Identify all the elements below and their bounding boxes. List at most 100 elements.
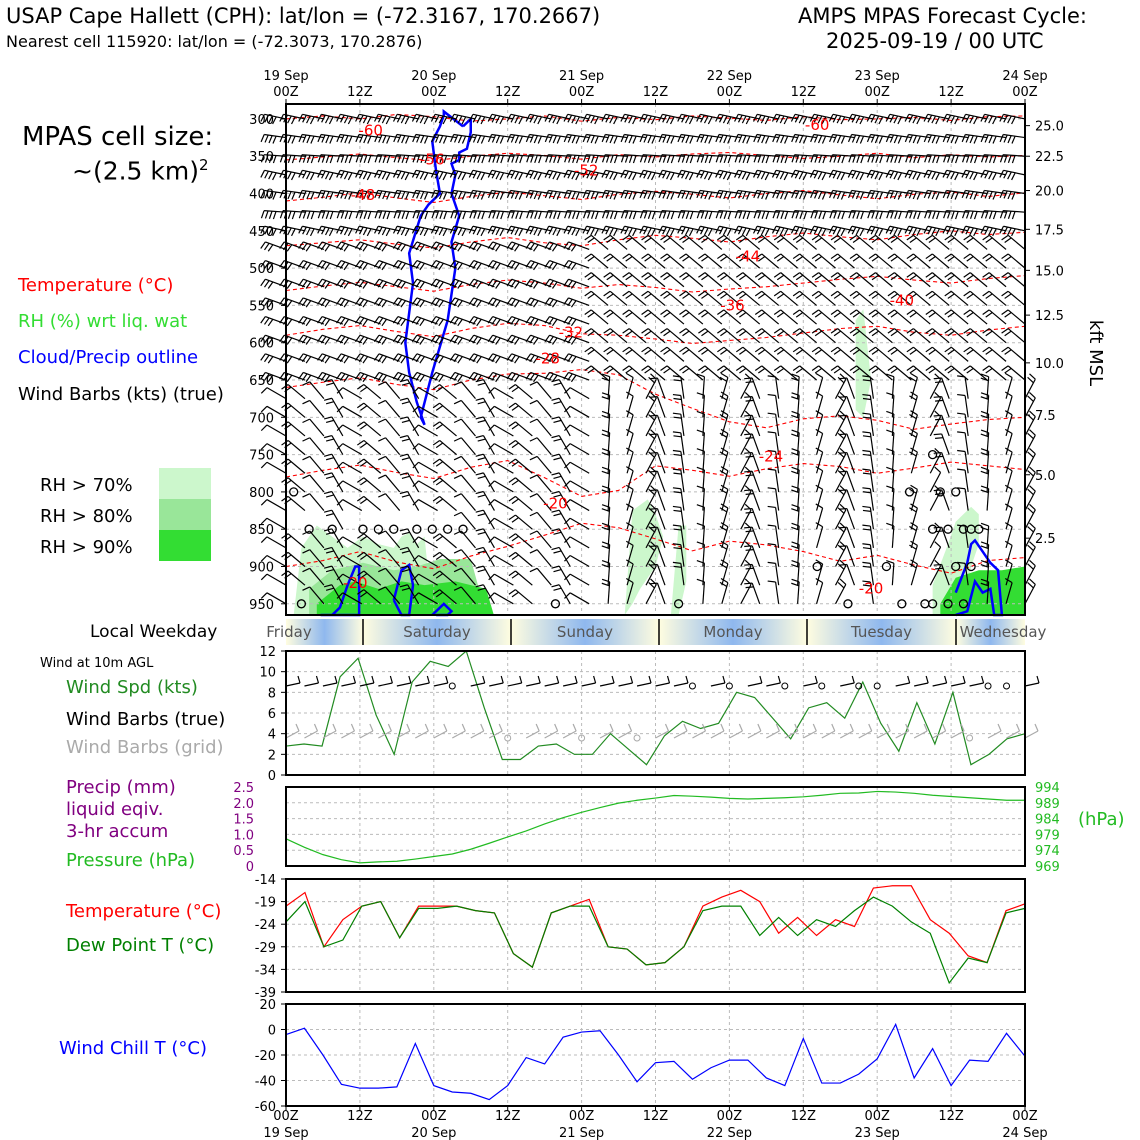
- wind-barb: [551, 416, 571, 437]
- wind-barb-flag: [392, 353, 399, 361]
- top-hour-label-10: 00Z: [1012, 85, 1038, 100]
- calm-circle-6: [412, 524, 422, 534]
- wind-barb-staff: [875, 272, 893, 288]
- wind-barb-flag: [606, 256, 614, 262]
- wind-barb-staff: [266, 387, 287, 400]
- wind-barb-flag: [438, 115, 444, 124]
- wind-barb-flag: [544, 316, 551, 324]
- wind-barb-flag: [301, 261, 308, 269]
- wind-barb-flag: [477, 382, 486, 386]
- wind-barb: [529, 399, 552, 418]
- wind-barb: [767, 449, 780, 474]
- wind-barb-flag: [649, 433, 658, 436]
- wind-barb-flag: [802, 191, 808, 200]
- wind-barb: [412, 461, 438, 474]
- wind-barb-flag: [814, 274, 823, 281]
- wind-barb-flag: [461, 191, 467, 200]
- wind-barb-flag: [609, 227, 614, 236]
- wind-barb-flag: [982, 346, 990, 353]
- wind-barb: [641, 365, 666, 381]
- wind-barb: [698, 346, 723, 362]
- wind-barb: [719, 391, 729, 418]
- wind-barb: [584, 346, 609, 362]
- wind-barb: [392, 353, 419, 364]
- wind-barb: [771, 169, 798, 181]
- wind-barb-flag: [849, 253, 857, 260]
- wind-barb-flag: [487, 260, 494, 268]
- wind-barb-flag: [641, 309, 649, 316]
- wind10m-label: Wind at 10m AGL: [40, 656, 154, 671]
- wind-barb-flag: [343, 244, 350, 252]
- wind-ytick-label-2: 2: [268, 748, 276, 763]
- wind-barb-flag: [358, 242, 365, 251]
- wind-barb-flag: [757, 274, 766, 281]
- wind-barb-flag: [601, 396, 610, 400]
- wind-barb-flag: [966, 256, 974, 262]
- wind-barb: [564, 554, 590, 568]
- grid-barb-flag: [387, 723, 392, 732]
- wind-barb-flag: [760, 115, 766, 124]
- wind-barb-flag: [719, 469, 728, 476]
- wind-barb-flag: [272, 155, 277, 164]
- wind-barb-flag: [904, 225, 910, 234]
- wind-barb-flag: [477, 475, 486, 479]
- wind-barb: [811, 309, 836, 325]
- wind-barb-flag: [947, 256, 955, 262]
- wind-barb-flag: [866, 190, 872, 199]
- wind-barb-flag: [909, 507, 917, 513]
- wind-barb-staff: [931, 272, 950, 288]
- wind-barb-staff: [751, 489, 761, 511]
- wind-barb-staff: [869, 414, 875, 437]
- wind-barb-flag: [399, 379, 408, 383]
- wind-barb-flag: [336, 592, 344, 599]
- wind-barb-flag: [412, 405, 419, 413]
- wind-barb: [767, 505, 780, 530]
- wind-barb-staff: [266, 592, 287, 605]
- wind-barb: [529, 455, 552, 474]
- wind-barb-flag: [871, 349, 879, 355]
- wind-barb-flag: [601, 373, 610, 378]
- wind-barb: [487, 371, 514, 383]
- wind-barb-staff: [656, 396, 666, 418]
- wind-barb-flag: [323, 453, 333, 457]
- wind-barb-flag: [412, 387, 419, 394]
- wind-barb: [828, 225, 855, 237]
- wind-barb-flag: [435, 461, 444, 467]
- wind-barb-flag: [435, 442, 444, 449]
- wind-barb-flag: [377, 226, 383, 235]
- wind-barb-flag: [556, 116, 561, 125]
- wind-barb: [563, 353, 590, 364]
- wind-barb-flag: [814, 330, 823, 337]
- wind-barb-flag: [761, 191, 766, 200]
- wind-barb-flag: [590, 115, 595, 124]
- wind-barb-flag: [606, 274, 614, 281]
- wind-barb-flag: [722, 171, 728, 180]
- wind-barb-flag: [644, 293, 652, 299]
- wind-barb-flag: [511, 591, 519, 598]
- wind-barb-flag: [584, 253, 592, 260]
- cs-kft-label-0: 25.0: [1035, 120, 1064, 135]
- wind-barb-flag: [862, 584, 871, 587]
- wind-barb: [488, 405, 514, 418]
- wind-barb-flag: [553, 513, 562, 517]
- wind-barb-staff: [439, 440, 457, 456]
- wind-barb-flag: [374, 154, 379, 163]
- wind-barb-staff: [1007, 290, 1026, 306]
- wind-barb-flag: [480, 228, 486, 237]
- wind-barb-flag: [988, 191, 993, 200]
- wind-barb-flag: [847, 190, 853, 199]
- wind-barb-flag: [933, 526, 942, 529]
- wind-barb-flag: [340, 210, 345, 219]
- wind-barb-flag: [450, 154, 455, 163]
- wind-barb-flag: [594, 228, 599, 237]
- wind-barb: [525, 334, 552, 345]
- wind-barb-flag: [792, 272, 801, 278]
- wind-barb-flag: [833, 367, 842, 374]
- wind-barb-flag: [963, 272, 971, 278]
- wind-barb-flag: [553, 382, 562, 386]
- wind-barb: [392, 241, 419, 252]
- wind-barb: [641, 234, 666, 250]
- wind-barb-flag: [851, 170, 857, 179]
- wind-barb: [754, 253, 780, 269]
- wind-barb-flag: [506, 353, 513, 361]
